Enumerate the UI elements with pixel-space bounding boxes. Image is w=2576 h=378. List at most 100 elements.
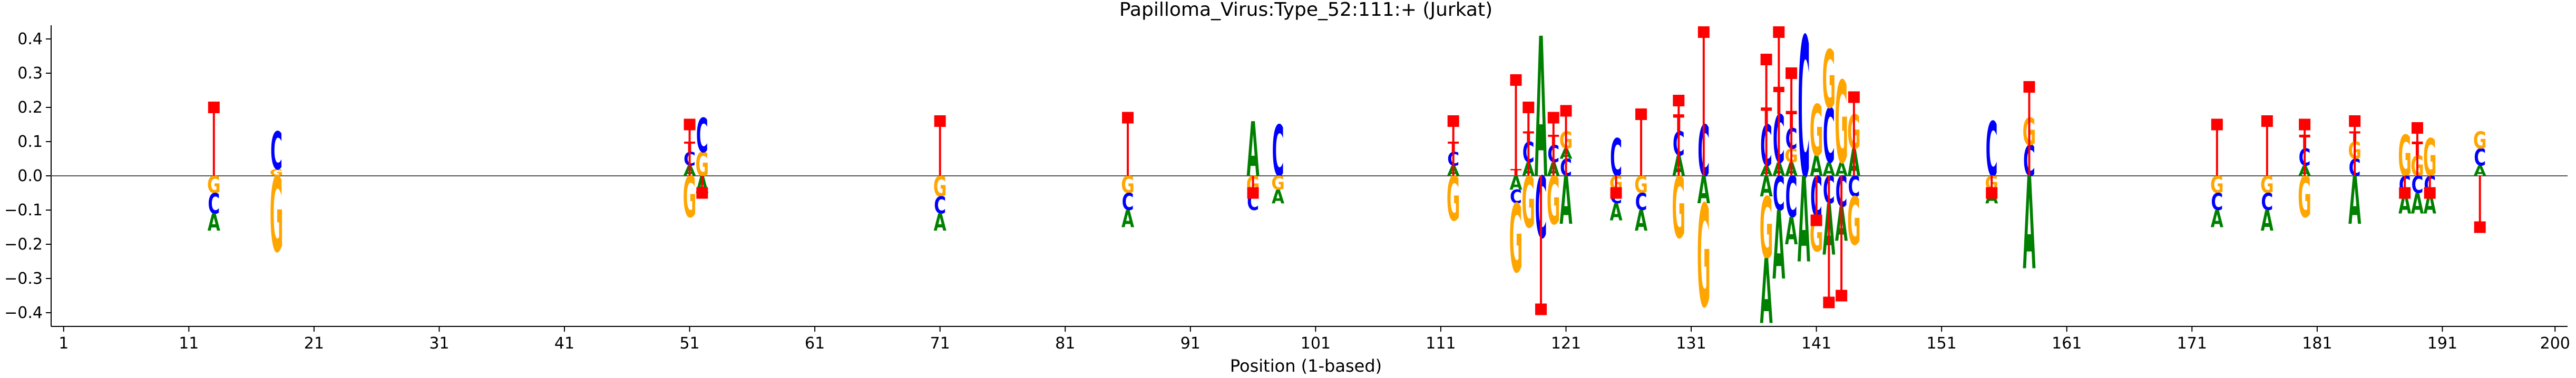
- marker-square: [1523, 102, 1535, 113]
- logo-letter-A: A: [1609, 199, 1622, 226]
- x-tick-label: 131: [1676, 334, 1706, 353]
- x-tick-label: 71: [930, 334, 950, 353]
- marker-square: [1848, 91, 1860, 103]
- logo-letter-G: G: [2260, 172, 2274, 199]
- logo-letter-A: A: [2348, 164, 2361, 240]
- x-tick-label: 61: [805, 334, 825, 353]
- marker-square: [1697, 26, 1710, 38]
- logo-letter-G: G: [2210, 172, 2224, 199]
- marker-square: [684, 118, 696, 131]
- logo-letter-G: G: [270, 167, 284, 178]
- logo-letter-A: A: [2211, 206, 2223, 233]
- y-tick-label: 0.1: [17, 133, 43, 151]
- logo-letter-C: C: [1122, 188, 1134, 216]
- marker-square: [1510, 74, 1522, 86]
- x-tick-label: 21: [304, 334, 324, 353]
- logo-letter-C: C: [2211, 188, 2223, 216]
- y-tick-label: −0.3: [4, 270, 43, 288]
- logo-letter-G: G: [1634, 172, 1648, 199]
- marker-square: [1760, 54, 1772, 65]
- logo-letter-G: G: [1697, 175, 1711, 339]
- logo-letter-C: C: [1798, 0, 1810, 222]
- marker-square: [1635, 108, 1647, 120]
- y-tick-label: 0.4: [17, 30, 43, 48]
- logo-letter-G: G: [1121, 172, 1135, 199]
- logo-letter-G: G: [207, 172, 221, 199]
- logo-letter-C: C: [2261, 188, 2273, 216]
- x-axis-title: Position (1-based): [1230, 356, 1382, 376]
- logo-letter-A: A: [1785, 210, 1798, 253]
- logo-letter-G: G: [1547, 164, 1560, 240]
- logo-letter-A: A: [2261, 205, 2273, 237]
- x-tick-label: 51: [679, 334, 699, 353]
- x-tick-label: 191: [2427, 334, 2457, 353]
- logo-letter-G: G: [1822, 34, 1836, 126]
- y-tick-label: 0.2: [17, 98, 43, 117]
- marker-square: [1673, 95, 1685, 106]
- logo-letter-G: G: [2473, 127, 2487, 154]
- logo-letter-A: A: [1760, 240, 1773, 344]
- y-tick-label: −0.4: [4, 304, 43, 322]
- logo-letter-A: A: [1760, 171, 1773, 203]
- logo-letter-A: A: [934, 209, 947, 236]
- logo-letter-C: C: [1510, 186, 1522, 207]
- x-tick-label: 111: [1426, 334, 1456, 353]
- x-tick-label: 11: [179, 334, 199, 353]
- logo-letter-C: C: [1848, 171, 1860, 203]
- logo-letter-G: G: [1760, 181, 1773, 278]
- marker-square: [1247, 187, 1259, 199]
- logo-letter-G: G: [933, 171, 947, 203]
- logo-letter-G: G: [1509, 185, 1523, 295]
- logo-letter-G: G: [1810, 90, 1823, 172]
- x-axis: 1 11 21 31 41 51 61 71 81 91 101 111 121 131 141 151 161…: [51, 326, 2570, 353]
- logo-letter-G: G: [270, 156, 284, 276]
- logo-letter-A: A: [2023, 152, 2035, 299]
- marker-square: [2023, 81, 2035, 93]
- logo-letter-A: A: [208, 209, 220, 236]
- x-tick-label: 101: [1301, 334, 1331, 353]
- logo-letter-A: A: [1272, 186, 1284, 207]
- x-tick-label: 200: [2540, 334, 2570, 353]
- x-tick-label: 171: [2177, 334, 2207, 353]
- logo-letter-C: C: [1635, 188, 1647, 216]
- logo-letter-A: A: [1121, 206, 1134, 233]
- logo-letter-C: C: [2411, 172, 2423, 199]
- marker-square: [1836, 290, 1848, 302]
- logo-letter-C: C: [208, 188, 220, 221]
- y-tick-label: −0.1: [4, 201, 43, 220]
- y-tick-label: 0.3: [17, 64, 43, 83]
- logo-letter-A: A: [1798, 153, 1810, 290]
- x-tick-label: 141: [1801, 334, 1831, 353]
- marker-square: [1773, 26, 1785, 38]
- chart-title: Papilloma_Virus:Type_52:111:+ (Jurkat): [1119, 0, 1492, 21]
- marker-square: [1447, 115, 1459, 127]
- marker-square: [2349, 115, 2361, 127]
- marker-square: [208, 102, 220, 113]
- logo-letter-C: C: [1773, 166, 1785, 221]
- logo-letter-C: C: [1986, 107, 1998, 194]
- marker-square: [2211, 118, 2223, 131]
- marker-square: [1785, 67, 1798, 79]
- x-tick-label: 151: [1927, 334, 1957, 353]
- logo-letter-A: A: [1559, 164, 1572, 240]
- x-tick-label: 121: [1551, 334, 1581, 353]
- logo-letter-G: G: [1847, 184, 1861, 260]
- logo-letter-A: A: [2411, 188, 2424, 221]
- logo-letter-C: C: [1823, 93, 1835, 181]
- markers: [208, 26, 2486, 315]
- logo-stacks: GCAGCGACTGGCAGCAGCAAGCCGAACTGTACGACTGACA…: [207, 0, 2487, 344]
- y-tick-label: 0.0: [17, 167, 43, 185]
- marker-square: [2474, 221, 2486, 233]
- marker-square: [1535, 303, 1547, 315]
- x-tick-label: 161: [2052, 334, 2082, 353]
- y-axis: 0.4 0.3 0.2 0.1 0.0 −0.1 −0.2 −0.3 −0.4: [4, 25, 52, 326]
- marker-square: [2424, 187, 2436, 199]
- marker-square: [2299, 118, 2311, 131]
- logo-letter-C: C: [1272, 111, 1284, 193]
- x-tick-label: 81: [1055, 334, 1075, 353]
- x-tick-label: 181: [2302, 334, 2332, 353]
- x-tick-label: 1: [58, 334, 69, 353]
- logo-letter-G: G: [1835, 58, 1848, 190]
